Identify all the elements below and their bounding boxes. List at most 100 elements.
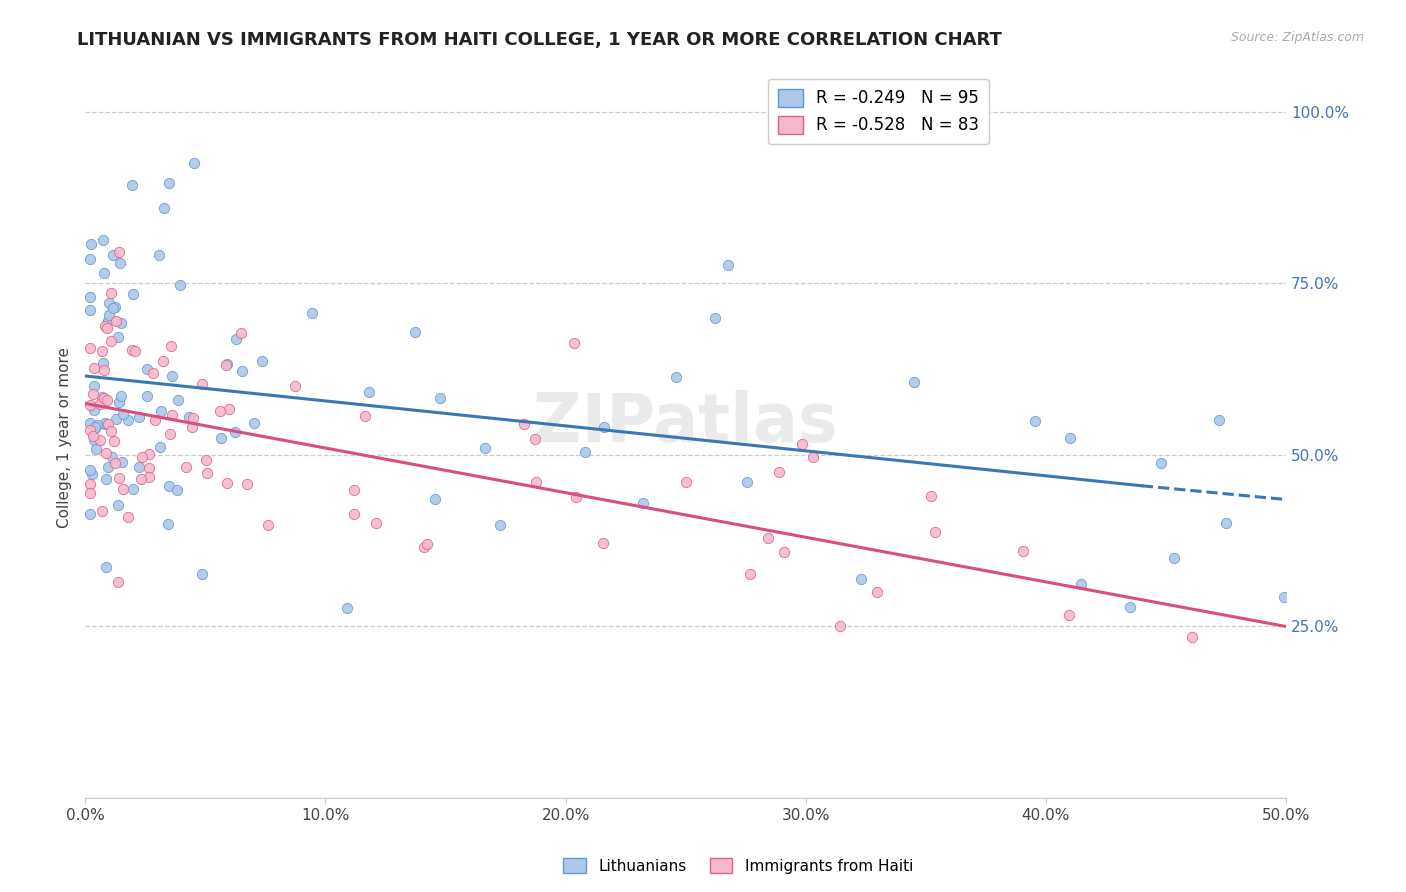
Point <box>717 258 740 272</box>
Point <box>179 410 201 425</box>
Point <box>191 376 214 391</box>
Point <box>343 483 366 497</box>
Point <box>159 426 181 441</box>
Point <box>121 178 143 192</box>
Point <box>111 483 134 497</box>
Point <box>121 343 143 357</box>
Point <box>359 385 381 400</box>
Point <box>93 391 115 405</box>
Point <box>84 421 107 435</box>
Point <box>136 389 159 403</box>
Point <box>773 545 796 559</box>
Point <box>160 408 183 422</box>
Point <box>416 536 439 550</box>
Point <box>768 465 790 479</box>
Point <box>149 403 172 417</box>
Point <box>225 333 247 347</box>
Point <box>665 369 688 384</box>
Point <box>121 286 143 301</box>
Point <box>96 393 118 408</box>
Point <box>236 476 259 491</box>
Point <box>91 356 114 370</box>
Point <box>94 560 117 574</box>
Point <box>181 410 204 425</box>
Point <box>565 490 588 504</box>
Point <box>160 339 183 353</box>
Point <box>96 321 118 335</box>
Point <box>1024 414 1046 428</box>
Point <box>1163 551 1185 566</box>
Point <box>181 419 204 434</box>
Point <box>89 396 111 410</box>
Point <box>93 363 115 377</box>
Point <box>108 395 131 409</box>
Point <box>110 455 132 469</box>
Point <box>343 508 366 522</box>
Point <box>866 585 889 599</box>
Point <box>1059 431 1081 445</box>
Point <box>523 432 546 446</box>
Point <box>1208 413 1230 427</box>
Point <box>128 410 150 425</box>
Point <box>108 244 131 259</box>
Point <box>82 387 104 401</box>
Point <box>104 300 127 314</box>
Point <box>110 316 132 330</box>
Point <box>675 475 697 490</box>
Point <box>160 369 183 384</box>
Point <box>229 326 252 341</box>
Point <box>195 467 218 481</box>
Point <box>83 402 105 417</box>
Point <box>354 409 377 423</box>
Point <box>97 417 120 431</box>
Point <box>704 310 727 325</box>
Point <box>100 334 122 348</box>
Point <box>1150 456 1173 470</box>
Point <box>108 256 131 270</box>
Point <box>83 379 105 393</box>
Point <box>93 318 115 333</box>
Point <box>104 314 127 328</box>
Point <box>86 417 108 432</box>
Point <box>149 440 172 454</box>
Y-axis label: College, 1 year or more: College, 1 year or more <box>58 347 72 528</box>
Point <box>138 460 160 475</box>
Point <box>801 450 824 465</box>
Legend: Lithuanians, Immigrants from Haiti: Lithuanians, Immigrants from Haiti <box>557 852 920 880</box>
Point <box>107 330 129 344</box>
Point <box>93 266 115 280</box>
Text: Source: ZipAtlas.com: Source: ZipAtlas.com <box>1230 31 1364 45</box>
Point <box>592 535 614 549</box>
Point <box>98 295 121 310</box>
Point <box>631 496 654 510</box>
Point <box>224 425 246 439</box>
Point <box>218 401 240 416</box>
Point <box>122 482 145 496</box>
Point <box>243 416 266 430</box>
Point <box>920 489 942 503</box>
Point <box>413 540 436 554</box>
Point <box>574 445 596 459</box>
Point <box>513 417 536 431</box>
Point <box>91 233 114 247</box>
Point <box>157 479 180 493</box>
Point <box>136 361 159 376</box>
Point <box>208 404 231 418</box>
Point <box>153 202 176 216</box>
Point <box>143 413 166 427</box>
Point <box>107 574 129 589</box>
Point <box>152 353 174 368</box>
Point <box>191 567 214 582</box>
Point <box>849 572 872 586</box>
Point <box>129 472 152 486</box>
Point <box>79 463 101 477</box>
Point <box>142 367 165 381</box>
Point <box>98 308 121 322</box>
Point <box>138 469 160 483</box>
Point <box>79 507 101 521</box>
Point <box>103 434 125 448</box>
Point <box>159 176 181 190</box>
Point <box>924 525 946 540</box>
Point <box>79 416 101 430</box>
Point <box>209 431 232 445</box>
